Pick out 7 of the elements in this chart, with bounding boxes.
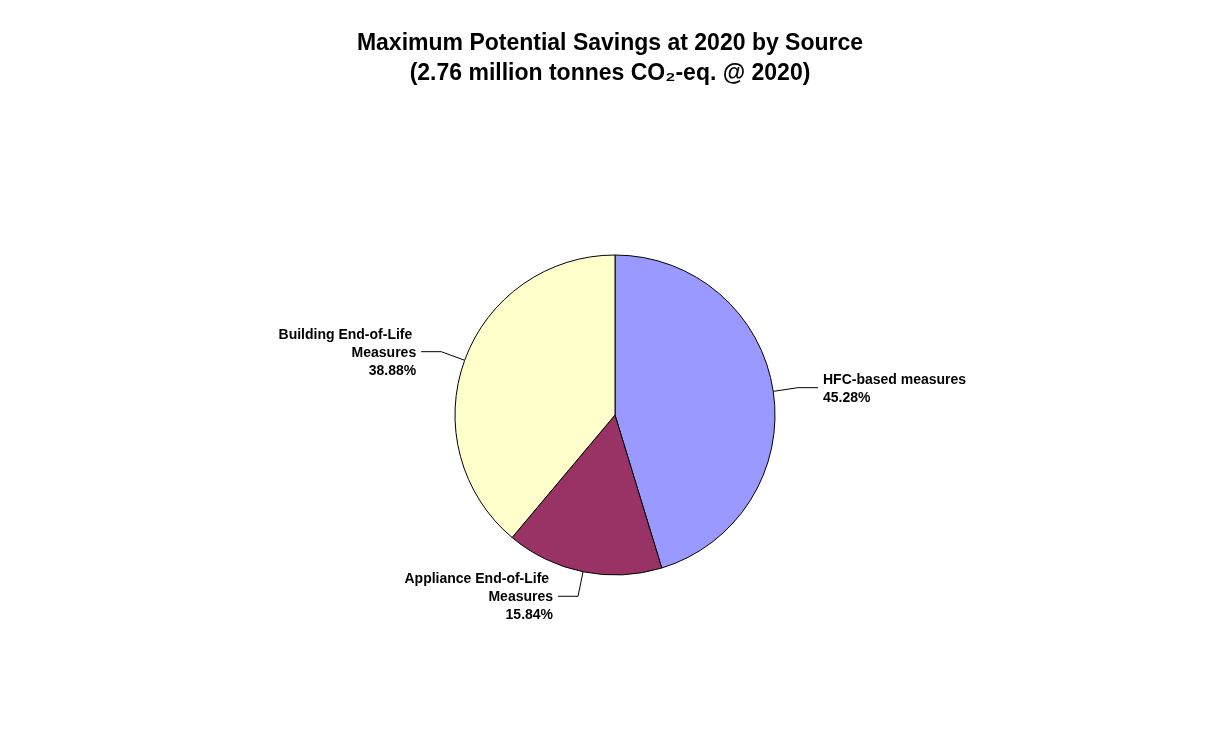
slice-label: Building End-of-Life Measures — [278, 325, 417, 360]
data-label: 38.88% — [368, 361, 417, 378]
slice-label: HFC-based measures — [822, 370, 967, 387]
data-label: 15.84% — [505, 606, 554, 623]
data-label: 45.28% — [822, 388, 871, 405]
chart-title: Maximum Potential Savings at 2020 by Source (2.76 million tonnes CO₂-eq. @ 2020) — [356, 29, 864, 85]
slice-label: Appliance End-of-Life Measures — [404, 570, 554, 605]
